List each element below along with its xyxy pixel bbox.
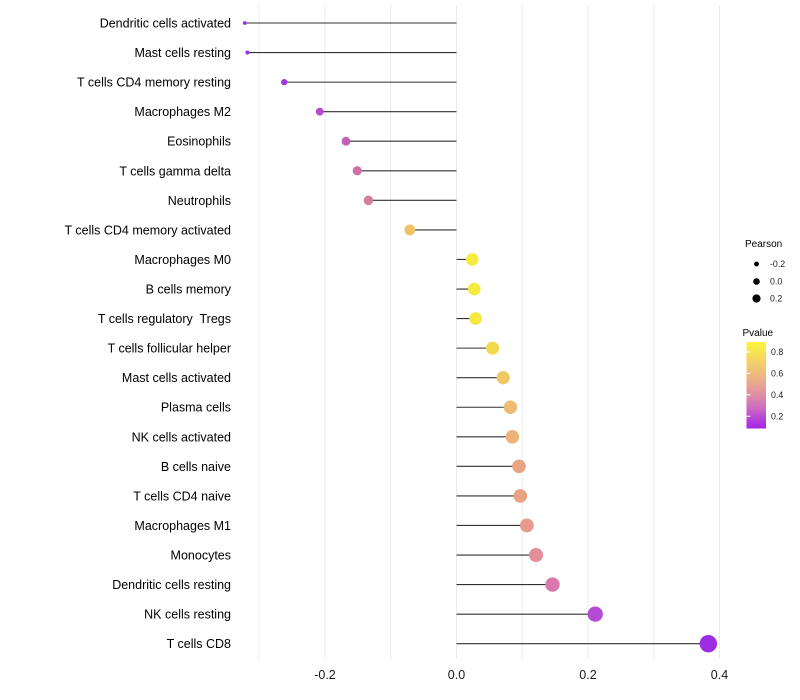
lollipop-point	[587, 606, 603, 622]
category-label: NK cells activated	[132, 430, 231, 444]
x-tick-label: -0.2	[314, 668, 336, 682]
legend-size-dot	[754, 261, 759, 267]
category-label: T cells CD4 memory resting	[77, 76, 231, 90]
legend-color-title: Pvalue	[743, 328, 774, 339]
category-label: T cells follicular helper	[108, 342, 231, 356]
lollipop-point	[242, 21, 247, 25]
legend-size-label: 0.2	[770, 294, 782, 304]
lollipop-point	[245, 50, 250, 55]
category-label: T cells CD8	[167, 637, 231, 651]
legend-size-label: -0.2	[770, 259, 785, 269]
lollipop-point	[466, 253, 479, 266]
lollipop-point	[699, 634, 718, 653]
lollipop-point	[529, 548, 544, 563]
x-tick-label: 0.2	[579, 668, 596, 682]
lollipop-point	[519, 518, 534, 533]
lollipop-point	[496, 371, 510, 385]
category-label: B cells memory	[146, 283, 232, 297]
category-label: Mast cells activated	[122, 371, 231, 385]
legend-size-label: 0.0	[770, 277, 782, 287]
category-label: T cells CD4 memory activated	[65, 223, 232, 237]
legend-size-dot	[753, 278, 760, 285]
category-label: Macrophages M2	[134, 105, 231, 119]
category-label: Macrophages M0	[134, 253, 231, 267]
category-label: Monocytes	[171, 549, 231, 563]
category-label: Eosinophils	[167, 135, 231, 149]
lollipop-point	[352, 166, 362, 176]
lollipop-point	[486, 341, 500, 355]
category-label: T cells gamma delta	[119, 164, 231, 178]
lollipop-point	[281, 78, 288, 86]
lollipop-point	[341, 136, 351, 146]
lollipop-point	[404, 224, 416, 236]
lollipop-point	[545, 577, 560, 592]
lollipop-point	[467, 282, 481, 296]
lollipop-point	[505, 430, 520, 444]
lollipop-point	[503, 400, 518, 414]
legend-size-title: Pearson	[745, 239, 782, 250]
category-label: Macrophages M1	[134, 519, 231, 533]
lollipop-point	[363, 195, 374, 206]
legend-color-tick-label: 0.2	[771, 411, 783, 421]
lollipop-point	[315, 107, 324, 116]
category-label: B cells naive	[161, 460, 231, 474]
legend-color-bar	[746, 342, 766, 429]
category-label: T cells regulatory Tregs	[98, 312, 231, 326]
category-label: Mast cells resting	[134, 46, 231, 60]
lollipop-point	[469, 312, 482, 325]
legend-color-tick-label: 0.4	[771, 390, 783, 400]
lollipop-point	[512, 459, 526, 474]
category-label: NK cells resting	[144, 608, 231, 622]
category-label: T cells CD4 naive	[133, 489, 231, 503]
category-label: Dendritic cells resting	[112, 578, 231, 592]
category-label: Neutrophils	[168, 194, 231, 208]
x-tick-label: 0.0	[448, 668, 465, 682]
lollipop-point	[513, 489, 528, 503]
category-label: Dendritic cells activated	[100, 17, 231, 31]
x-tick-label: 0.4	[711, 668, 728, 682]
legend-color-tick-label: 0.6	[771, 368, 783, 378]
category-label: Plasma cells	[161, 401, 231, 415]
legend-size-dot	[752, 294, 761, 303]
legend-color-tick-label: 0.8	[771, 347, 783, 357]
